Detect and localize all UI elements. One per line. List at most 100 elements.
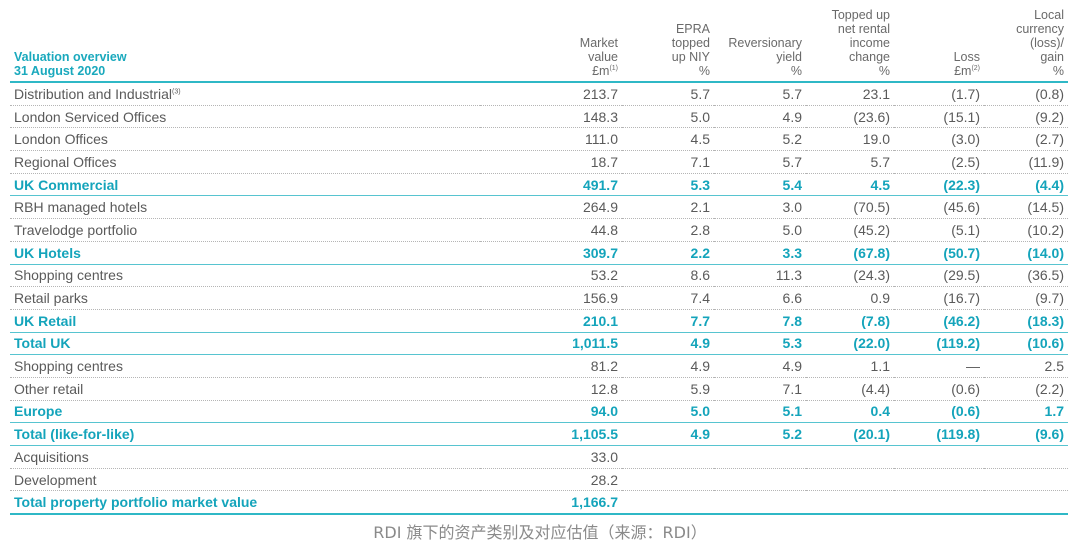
reversionary-yield-cell: 5.4	[714, 173, 806, 197]
row-label: Other retail	[14, 380, 84, 397]
row-label: London Serviced Offices	[14, 108, 167, 125]
reversionary-yield-cell	[714, 445, 806, 469]
loss-cell: (119.2)	[894, 332, 984, 356]
header-valuation-overview: Valuation overview 31 August 2020	[10, 8, 480, 83]
row-label: Retail parks	[14, 290, 88, 307]
loss-cell: (16.7)	[894, 286, 984, 310]
topped-up-change-cell: (7.8)	[806, 309, 894, 333]
reversionary-yield-cell: 5.7	[714, 82, 806, 106]
table-row: Retail parks 156.9 7.4 6.6 0.9 (16.7) (9.7)	[10, 286, 1068, 310]
row-label-cell: RBH managed hotels	[10, 195, 480, 220]
reversionary-yield-cell: 5.7	[714, 150, 806, 174]
topped-up-change-cell: (4.4)	[806, 377, 894, 401]
row-label-cell: London Serviced Offices	[10, 105, 480, 129]
table-row: Acquisitions 33.0	[10, 445, 1068, 469]
loss-cell: (22.3)	[894, 173, 984, 197]
reversionary-yield-cell: 5.2	[714, 422, 806, 446]
epra-niy-cell: 5.9	[622, 377, 714, 401]
table-row: Distribution and Industrial(3) 213.7 5.7 5.…	[10, 82, 1068, 106]
loss-cell: (0.6)	[894, 400, 984, 424]
epra-niy-cell: 8.6	[622, 264, 714, 288]
table-row: London Offices 111.0 4.5 5.2 19.0 (3.0) (2.7)	[10, 127, 1068, 152]
local-currency-cell	[984, 490, 1068, 516]
market-value-cell: 148.3	[480, 105, 622, 129]
local-currency-cell: (0.8)	[984, 82, 1068, 106]
row-label-cell: London Offices	[10, 127, 480, 152]
topped-up-change-cell	[806, 468, 894, 492]
epra-niy-cell: 2.1	[622, 195, 714, 220]
row-label-cell: Travelodge portfolio	[10, 218, 480, 242]
header-epra-topped-up-niy: EPRA topped up NIY %	[622, 8, 714, 83]
reversionary-yield-cell: 5.0	[714, 218, 806, 242]
local-currency-cell	[984, 468, 1068, 492]
table-row-subtotal: Total (like-for-like) 1,105.5 4.9 5.2 (20.1)…	[10, 422, 1068, 446]
market-value-cell: 309.7	[480, 241, 622, 265]
reversionary-yield-cell	[714, 490, 806, 516]
market-value-cell: 12.8	[480, 377, 622, 401]
local-currency-cell: (9.2)	[984, 105, 1068, 129]
loss-cell: (0.6)	[894, 377, 984, 401]
topped-up-change-cell: 5.7	[806, 150, 894, 174]
table-row-final: Total property portfolio market value 1,1…	[10, 490, 1068, 516]
loss-cell: (2.5)	[894, 150, 984, 174]
local-currency-cell	[984, 445, 1068, 469]
market-value-cell: 33.0	[480, 445, 622, 469]
row-label-cell: Development	[10, 468, 480, 492]
header-topped-up-net-rental-income-change: Topped up net rental income change %	[806, 8, 894, 83]
image-caption: RDI 旗下的资产类别及对应估值（来源：RDI）	[373, 523, 707, 542]
market-value-cell: 111.0	[480, 127, 622, 152]
loss-cell: (119.8)	[894, 422, 984, 446]
reversionary-yield-cell: 5.3	[714, 332, 806, 356]
row-label: Development	[14, 471, 97, 488]
row-label-cell: Shopping centres	[10, 354, 480, 378]
local-currency-cell: (9.7)	[984, 286, 1068, 310]
topped-up-change-cell: 0.4	[806, 400, 894, 424]
epra-niy-cell: 7.4	[622, 286, 714, 310]
row-label-cell: Acquisitions	[10, 445, 480, 469]
market-value-cell: 213.7	[480, 82, 622, 106]
reversionary-yield-cell: 4.9	[714, 105, 806, 129]
market-value-cell: 44.8	[480, 218, 622, 242]
valuation-table: Valuation overview 31 August 2020 Market…	[10, 8, 1068, 516]
market-value-cell: 264.9	[480, 195, 622, 220]
topped-up-change-cell: 0.9	[806, 286, 894, 310]
topped-up-change-cell: (70.5)	[806, 195, 894, 220]
row-label: Distribution and Industrial	[14, 85, 172, 102]
market-value-cell: 53.2	[480, 264, 622, 288]
local-currency-cell: (2.2)	[984, 377, 1068, 401]
row-label-cell: UK Commercial	[10, 173, 480, 197]
reversionary-yield-cell: 5.2	[714, 127, 806, 152]
header-loss: Loss £m(2)	[894, 8, 984, 83]
table-row: Development 28.2	[10, 468, 1068, 492]
topped-up-change-cell: 1.1	[806, 354, 894, 378]
table-row: Travelodge portfolio 44.8 2.8 5.0 (45.2) (5.1…	[10, 218, 1068, 242]
epra-niy-cell: 2.2	[622, 241, 714, 265]
row-label: Total property portfolio market value	[14, 494, 258, 511]
table-row: Regional Offices 18.7 7.1 5.7 5.7 (2.5) (11.9)	[10, 150, 1068, 174]
table-row-subtotal: UK Hotels 309.7 2.2 3.3 (67.8) (50.7) (14.0)	[10, 241, 1068, 265]
loss-cell: (1.7)	[894, 82, 984, 106]
loss-cell: (29.5)	[894, 264, 984, 288]
row-label: Shopping centres	[14, 358, 123, 375]
reversionary-yield-cell	[714, 468, 806, 492]
reversionary-yield-cell: 6.6	[714, 286, 806, 310]
epra-niy-cell	[622, 468, 714, 492]
reversionary-yield-cell: 3.0	[714, 195, 806, 220]
market-value-cell: 81.2	[480, 354, 622, 378]
topped-up-change-cell: (24.3)	[806, 264, 894, 288]
local-currency-cell: (4.4)	[984, 173, 1068, 197]
table-row: Shopping centres 53.2 8.6 11.3 (24.3) (29.5)(…	[10, 264, 1068, 288]
epra-niy-cell: 5.3	[622, 173, 714, 197]
market-value-cell: 94.0	[480, 400, 622, 424]
row-label-cell: Retail parks	[10, 286, 480, 310]
reversionary-yield-cell: 4.9	[714, 354, 806, 378]
epra-niy-cell: 5.0	[622, 105, 714, 129]
row-label: UK Retail	[14, 312, 77, 329]
topped-up-change-cell: (23.6)	[806, 105, 894, 129]
header-reversionary-yield: Reversionary yield %	[714, 8, 806, 83]
reversionary-yield-cell: 3.3	[714, 241, 806, 265]
local-currency-cell: (18.3)	[984, 309, 1068, 333]
table-row: RBH managed hotels 264.9 2.1 3.0 (70.5) (45.6…	[10, 195, 1068, 220]
topped-up-change-cell: (45.2)	[806, 218, 894, 242]
topped-up-change-cell: (22.0)	[806, 332, 894, 356]
